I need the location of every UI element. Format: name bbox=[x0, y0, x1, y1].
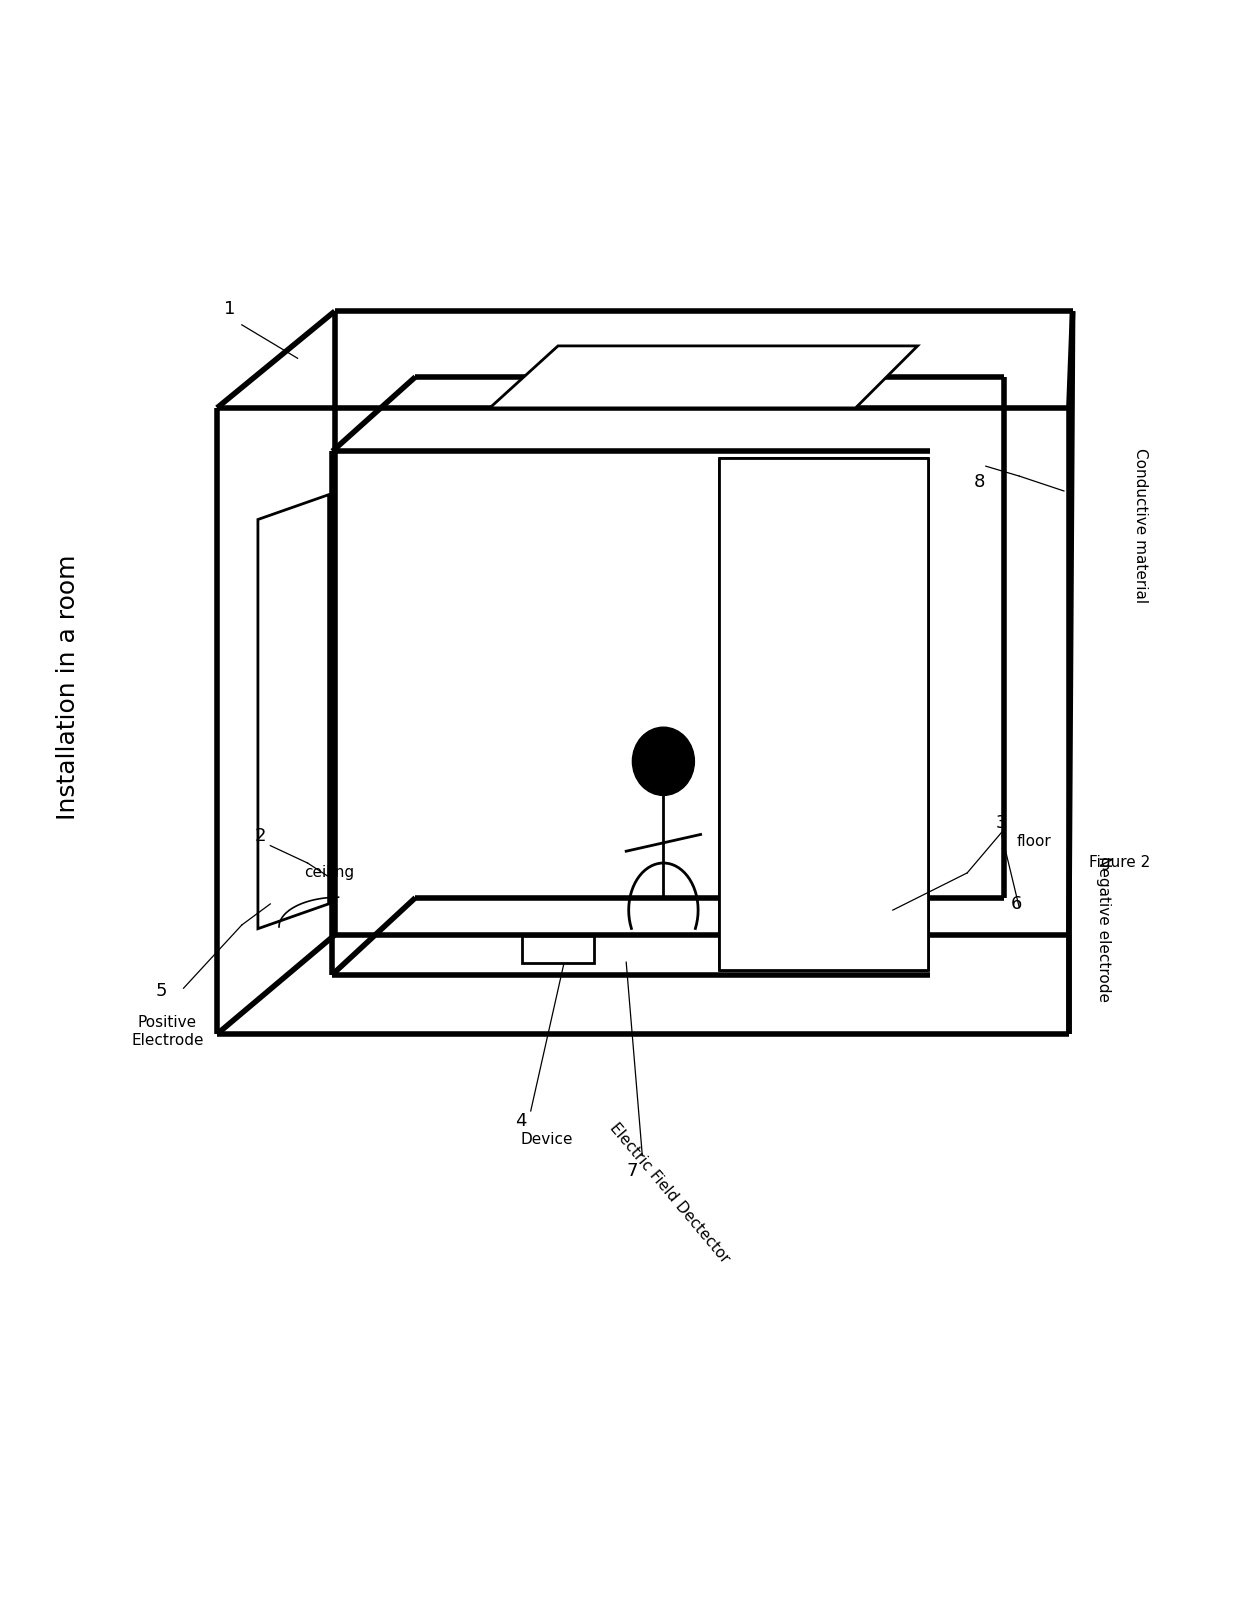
Polygon shape bbox=[490, 347, 918, 407]
Polygon shape bbox=[217, 407, 1069, 1035]
Text: Negative electrode: Negative electrode bbox=[1096, 856, 1111, 1001]
Text: Figure 2: Figure 2 bbox=[1089, 856, 1149, 870]
FancyBboxPatch shape bbox=[522, 936, 594, 963]
Polygon shape bbox=[332, 452, 930, 974]
Text: ceiling: ceiling bbox=[304, 866, 353, 880]
Ellipse shape bbox=[632, 727, 694, 795]
Text: Conductive material: Conductive material bbox=[1133, 449, 1148, 604]
Text: Positive
Electrode: Positive Electrode bbox=[131, 1016, 203, 1048]
Text: 1: 1 bbox=[223, 300, 236, 318]
Text: 7: 7 bbox=[626, 1161, 639, 1180]
Text: 5: 5 bbox=[155, 982, 167, 1000]
Polygon shape bbox=[719, 457, 928, 969]
Text: Device: Device bbox=[521, 1132, 573, 1147]
Text: Electric Field Dectector: Electric Field Dectector bbox=[606, 1119, 733, 1266]
Text: 4: 4 bbox=[515, 1112, 527, 1131]
Text: Installation in a room: Installation in a room bbox=[56, 554, 81, 819]
Text: 6: 6 bbox=[1011, 894, 1023, 913]
Polygon shape bbox=[217, 311, 1073, 407]
Text: 2: 2 bbox=[254, 827, 267, 845]
Text: 3: 3 bbox=[996, 814, 1008, 832]
Text: floor: floor bbox=[1017, 834, 1052, 850]
Text: 8: 8 bbox=[973, 473, 986, 492]
Polygon shape bbox=[217, 311, 335, 1035]
Polygon shape bbox=[258, 495, 329, 929]
